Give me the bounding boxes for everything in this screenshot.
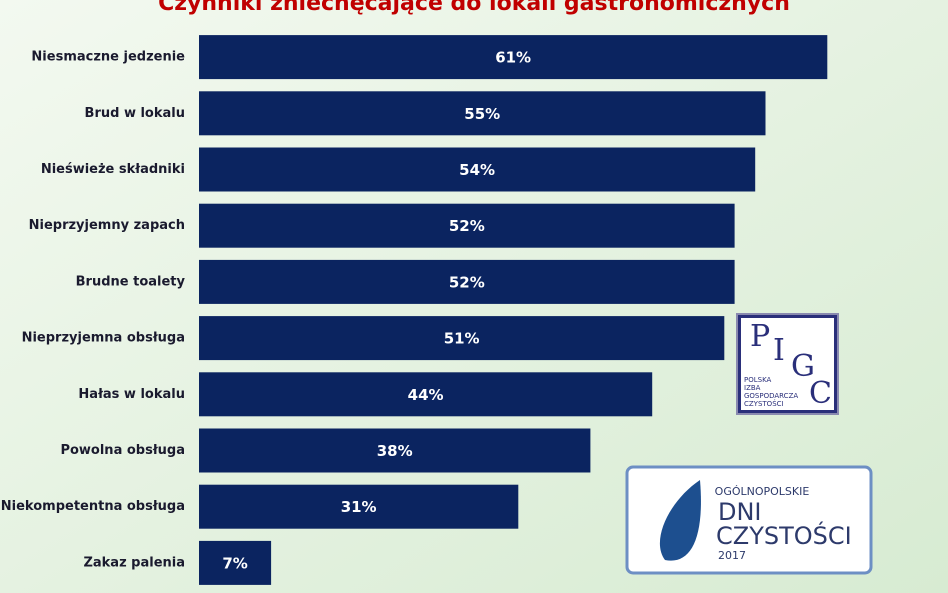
- category-label: Hałas w lokalu: [78, 387, 185, 402]
- category-label: Niekompetentna obsługa: [1, 499, 185, 514]
- value-label: 38%: [377, 442, 413, 460]
- bar: [199, 372, 653, 417]
- value-label: 55%: [464, 105, 500, 123]
- pigc-logo: P I G C POLSKA IZBA GOSPODARCZA CZYSTOŚC…: [736, 313, 839, 415]
- value-label: 54%: [459, 161, 495, 179]
- logo-text: DNI: [718, 498, 762, 526]
- bar: [199, 259, 735, 304]
- category-label: Nieprzyjemna obsługa: [22, 331, 185, 346]
- bar: [199, 35, 828, 80]
- logo-text: POLSKA: [744, 376, 772, 384]
- category-label: Nieprzyjemny zapach: [29, 218, 185, 233]
- logo-text: 2017: [718, 549, 746, 562]
- logo-text: OGÓLNOPOLSKIE: [715, 485, 810, 498]
- dni-logo: OGÓLNOPOLSKIE DNI CZYSTOŚCI 2017: [625, 465, 873, 575]
- logo-text: CZYSTOŚCI: [716, 520, 852, 550]
- logo-text: CZYSTOŚCI: [744, 399, 784, 408]
- value-label: 44%: [408, 386, 444, 404]
- bar: [199, 428, 591, 473]
- value-label: 61%: [495, 49, 531, 67]
- logo-text: IZBA: [744, 384, 761, 392]
- bar: [199, 203, 735, 248]
- bar: [199, 147, 756, 192]
- logo-inner: [741, 318, 834, 410]
- value-label: 52%: [449, 217, 485, 235]
- bar: [199, 91, 766, 136]
- category-label: Niesmaczne jedzenie: [31, 50, 185, 65]
- value-label: 31%: [341, 498, 377, 516]
- chart-title: Czynniki zniechęcające do lokali gastron…: [158, 0, 790, 16]
- logo-text: GOSPODARCZA: [744, 392, 798, 400]
- logo-letter: C: [809, 376, 832, 411]
- bar: [199, 484, 519, 529]
- value-label: 7%: [222, 554, 247, 572]
- bar: [199, 316, 725, 361]
- logo-drop: [659, 480, 701, 561]
- category-label: Nieświeże składniki: [41, 162, 185, 177]
- category-label: Brud w lokalu: [85, 106, 185, 121]
- category-label: Brudne toalety: [76, 274, 186, 289]
- value-label: 51%: [444, 330, 480, 348]
- logo-letter: P: [750, 319, 770, 354]
- logo-letter: I: [773, 333, 785, 368]
- value-label: 52%: [449, 273, 485, 291]
- logo-letter: G: [791, 349, 815, 384]
- category-label: Powolna obsługa: [60, 443, 185, 458]
- category-label: Zakaz palenia: [83, 555, 185, 570]
- bar: [199, 540, 272, 585]
